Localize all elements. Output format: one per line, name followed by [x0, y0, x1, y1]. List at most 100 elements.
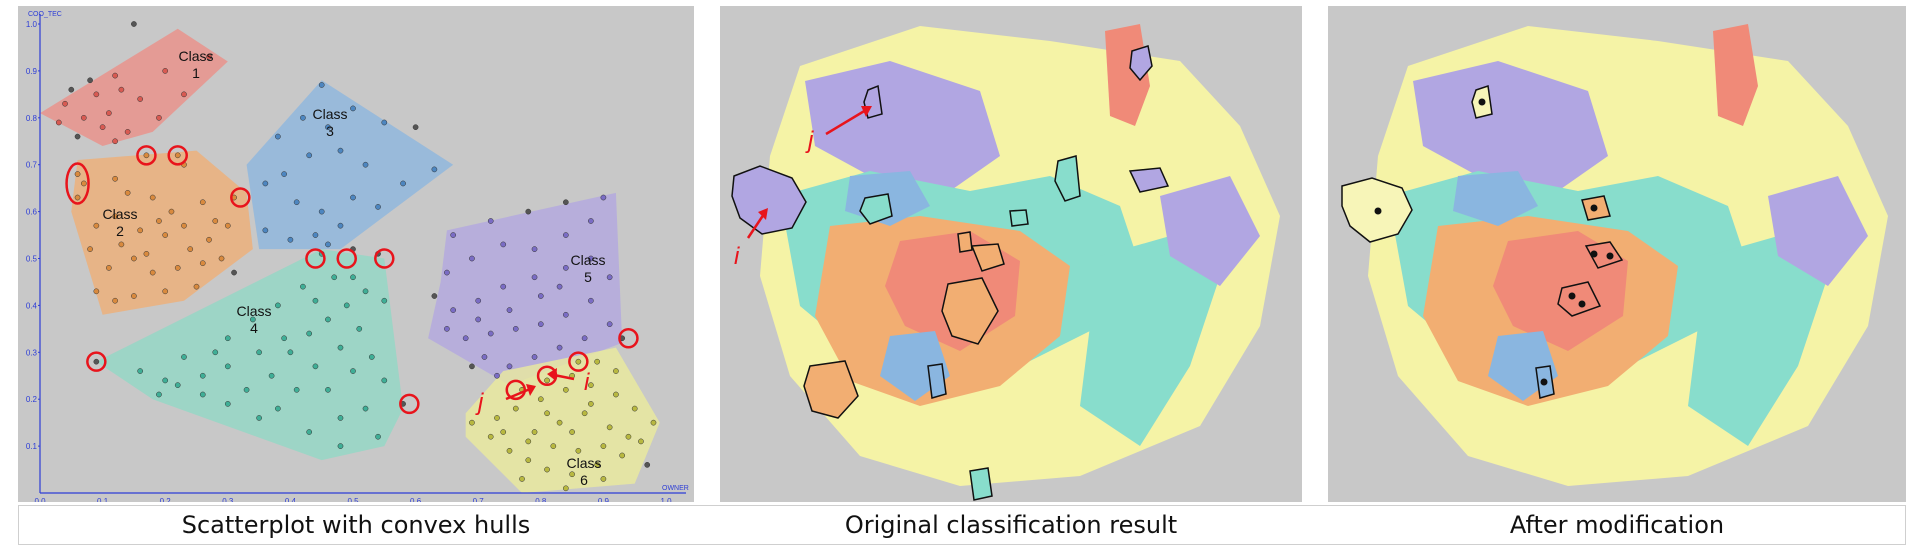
data-point — [156, 218, 162, 224]
data-point — [544, 466, 550, 473]
data-point — [181, 91, 187, 98]
data-point — [187, 246, 194, 252]
data-point — [575, 447, 582, 454]
data-point — [318, 82, 325, 88]
data-point — [581, 410, 588, 417]
data-point — [562, 232, 569, 238]
data-point — [525, 208, 532, 215]
data-point — [181, 222, 187, 229]
modified-marker — [1568, 292, 1576, 300]
y-tick-label: 0.3 — [26, 348, 38, 357]
data-point — [343, 302, 350, 309]
data-point — [312, 297, 319, 304]
original-map-svg: j i — [720, 6, 1302, 502]
data-point — [444, 269, 450, 276]
data-point — [74, 133, 81, 140]
data-point — [256, 349, 262, 356]
data-point — [544, 377, 550, 384]
data-point — [606, 321, 613, 328]
data-point — [112, 175, 118, 182]
y-tick-label: 0.2 — [26, 395, 38, 404]
data-point — [149, 269, 156, 276]
class-6-number: 6 — [580, 472, 588, 488]
data-point — [124, 189, 131, 196]
x-tick-label: 0.2 — [160, 497, 172, 502]
data-point — [262, 180, 269, 187]
data-point — [80, 180, 87, 187]
data-point — [131, 21, 137, 27]
class-2-label: Class 2 — [102, 206, 137, 239]
data-point — [588, 382, 594, 388]
data-point — [506, 447, 513, 454]
data-point — [550, 443, 557, 449]
data-point — [581, 335, 588, 342]
modified-marker — [1374, 207, 1382, 215]
y-axis-title: COO_TEC — [28, 11, 62, 18]
class-3-word: Class — [312, 106, 347, 122]
data-point — [500, 429, 507, 435]
data-point — [600, 476, 607, 482]
data-point — [293, 386, 300, 393]
data-point — [569, 429, 575, 435]
data-point — [80, 114, 87, 121]
data-point — [212, 349, 219, 356]
map-arrow-j-label: j — [805, 127, 814, 154]
data-point — [556, 344, 563, 351]
data-point — [325, 386, 331, 393]
data-point — [588, 218, 594, 224]
data-point — [143, 250, 150, 257]
highlight-circle — [505, 379, 527, 401]
data-point — [506, 307, 513, 313]
data-point — [562, 485, 569, 492]
data-point — [606, 274, 613, 281]
data-point — [137, 227, 144, 234]
data-point — [562, 311, 569, 318]
data-point — [362, 288, 369, 295]
data-point — [275, 133, 281, 140]
y-tick-label: 1.0 — [26, 20, 38, 29]
data-point — [469, 419, 475, 426]
modified-marker — [1478, 98, 1486, 106]
arrow-i-head — [547, 368, 557, 381]
map-arrow-i-label: i — [734, 243, 740, 270]
data-point — [174, 265, 181, 271]
data-point — [531, 354, 538, 360]
data-point — [174, 152, 181, 159]
outlined-region-purple-top — [1129, 45, 1153, 82]
data-point — [531, 429, 538, 435]
data-point — [174, 382, 181, 388]
data-point — [481, 354, 488, 360]
data-point — [506, 363, 513, 370]
y-tick-label: 0.7 — [26, 161, 38, 170]
data-point — [325, 316, 331, 323]
data-point — [644, 462, 651, 468]
data-point — [68, 86, 75, 93]
modified-marker — [1590, 250, 1598, 258]
data-point — [156, 391, 162, 398]
data-point — [337, 222, 344, 229]
data-point — [300, 283, 306, 290]
class-4-number: 4 — [250, 320, 258, 336]
map-region-cyan-right — [1080, 236, 1220, 446]
data-point — [600, 443, 607, 449]
data-point — [350, 274, 356, 281]
data-point — [218, 255, 225, 262]
highlight-circle — [374, 248, 395, 269]
class-4-hull — [96, 249, 404, 461]
data-point — [575, 358, 582, 365]
highlight-circle — [230, 187, 251, 208]
data-point — [131, 293, 137, 299]
arrow-j — [505, 387, 531, 401]
data-point — [74, 194, 81, 201]
data-point — [562, 199, 569, 206]
outlined-region-cyan-right — [1054, 155, 1081, 202]
y-tick-label: 0.6 — [26, 208, 38, 217]
data-point — [362, 405, 369, 412]
data-point — [525, 457, 532, 464]
map-region-purple-top — [805, 61, 1000, 191]
x-tick-label: 0.0 — [34, 497, 46, 502]
data-point — [199, 260, 206, 267]
y-tick-label: 0.1 — [26, 442, 38, 451]
data-point — [74, 171, 81, 177]
data-point — [287, 349, 294, 356]
